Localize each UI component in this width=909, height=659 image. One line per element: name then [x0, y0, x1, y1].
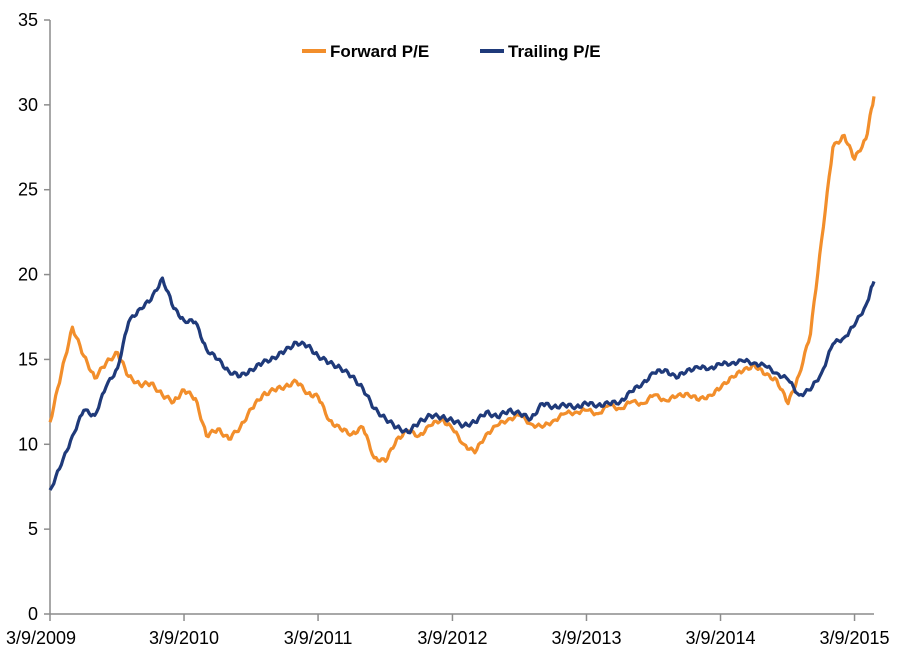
y-tick-label: 35 — [18, 10, 38, 30]
x-tick-label: 3/9/2009 — [6, 628, 76, 648]
series-line-forward-p-e — [48, 96, 876, 463]
x-tick-label: 3/9/2013 — [551, 628, 621, 648]
axes — [49, 20, 874, 615]
x-tick-label: 3/9/2014 — [685, 628, 755, 648]
legend-label-trailing-pe: Trailing P/E — [508, 42, 601, 61]
legend: Forward P/E Trailing P/E — [302, 42, 601, 61]
y-tick-label: 20 — [18, 265, 38, 285]
series-lines — [48, 96, 876, 491]
y-tick-label: 5 — [28, 519, 38, 539]
y-tick-label: 25 — [18, 180, 38, 200]
x-tick-label: 3/9/2010 — [149, 628, 219, 648]
x-tick-label: 3/9/2012 — [417, 628, 487, 648]
y-tick-label: 30 — [18, 95, 38, 115]
legend-label-forward-pe: Forward P/E — [330, 42, 429, 61]
y-tick-label: 0 — [28, 604, 38, 624]
y-tick-label: 10 — [18, 434, 38, 454]
y-tick-label: 15 — [18, 349, 38, 369]
x-axis-ticks: 3/9/2009 3/9/2010 3/9/2011 3/9/2012 3/9/2013… — [6, 614, 890, 648]
y-axis-ticks: 0 5 10 15 20 25 30 35 — [18, 10, 50, 624]
x-tick-label: 3/9/2011 — [284, 628, 353, 648]
series-line-trailing-p-e — [48, 276, 876, 491]
x-tick-label: 3/9/2015 — [819, 628, 889, 648]
